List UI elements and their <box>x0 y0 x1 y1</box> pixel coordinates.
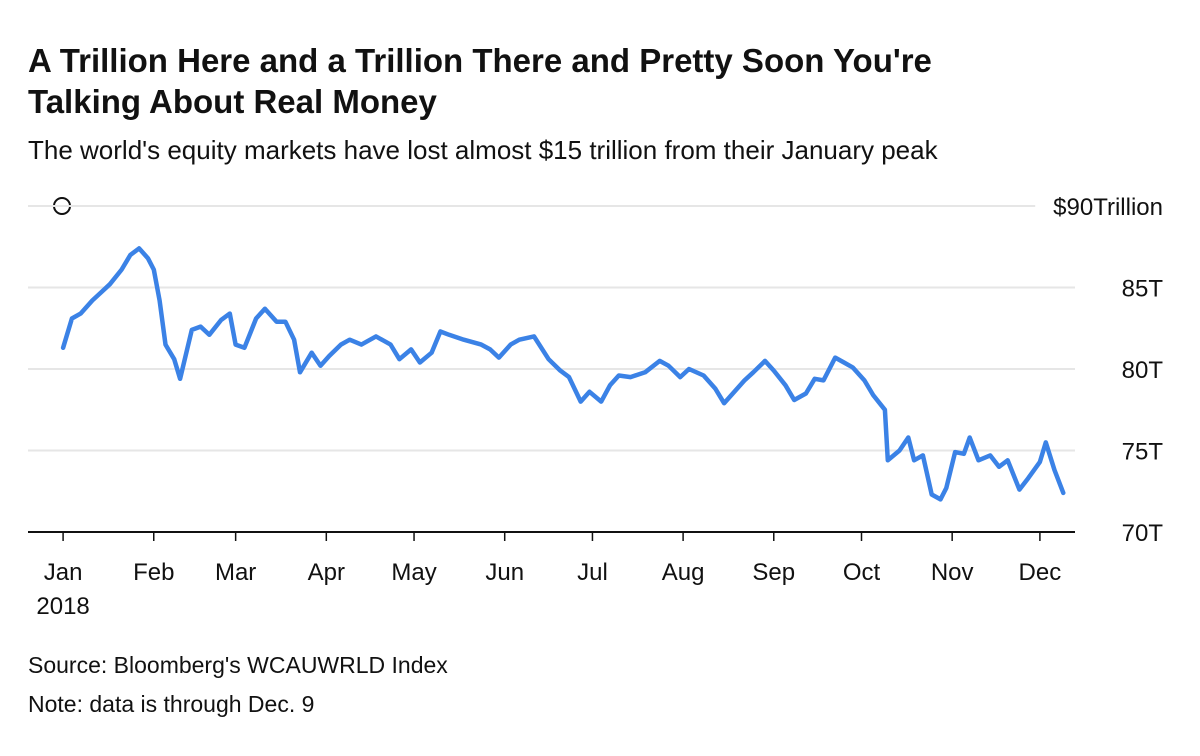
chart-subtitle: The world's equity markets have lost alm… <box>28 135 939 165</box>
chart-title: A Trillion Here and a Trillion There and… <box>28 42 932 79</box>
y-tick-label: $90Trillion <box>1053 194 1163 221</box>
x-tick-label: Aug <box>662 559 705 586</box>
x-year-label: 2018 <box>36 593 89 620</box>
grid <box>28 205 1075 533</box>
x-tick-label: Feb <box>133 559 174 586</box>
x-tick-label: Jun <box>485 559 524 586</box>
note: Note: data is through Dec. 9 <box>28 691 314 717</box>
x-tick-label: Oct <box>843 559 881 586</box>
x-tick-label: Nov <box>931 559 974 586</box>
y-tick-label: 85T <box>1122 276 1164 303</box>
x-tick-label: Sep <box>752 559 795 586</box>
x-tick-label: Jan <box>44 559 83 586</box>
source: Source: Bloomberg's WCAUWRLD Index <box>28 652 448 678</box>
x-tick-label: Dec <box>1019 559 1062 586</box>
data-line <box>60 246 1066 502</box>
y-tick-label: 80T <box>1122 357 1164 384</box>
y-tick-label: 75T <box>1122 439 1164 466</box>
x-tick-label: Jul <box>577 559 608 586</box>
x-tick-label: May <box>391 559 436 586</box>
y-tick-label: 70T <box>1122 520 1164 547</box>
x-tick-label: Apr <box>308 559 345 586</box>
x-tick-label: Mar <box>215 559 256 586</box>
chart-title: Talking About Real Money <box>28 83 438 120</box>
